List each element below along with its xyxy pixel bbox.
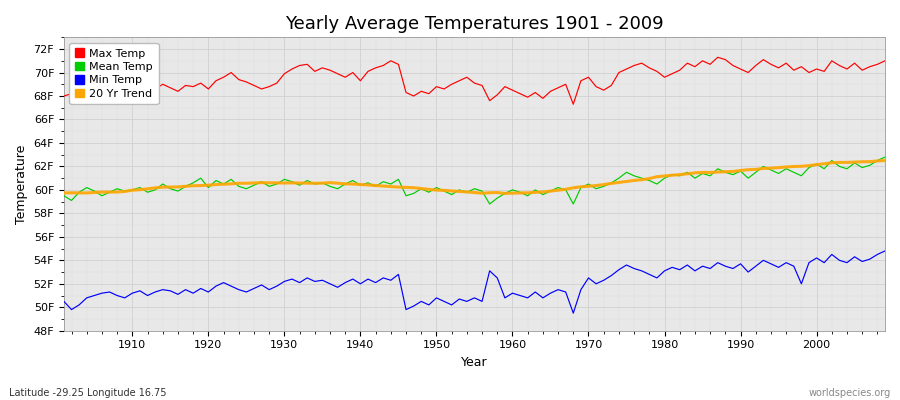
Y-axis label: Temperature: Temperature: [15, 144, 28, 224]
Title: Yearly Average Temperatures 1901 - 2009: Yearly Average Temperatures 1901 - 2009: [285, 15, 664, 33]
Text: worldspecies.org: worldspecies.org: [809, 388, 891, 398]
Legend: Max Temp, Mean Temp, Min Temp, 20 Yr Trend: Max Temp, Mean Temp, Min Temp, 20 Yr Tre…: [69, 43, 158, 104]
Text: Latitude -29.25 Longitude 16.75: Latitude -29.25 Longitude 16.75: [9, 388, 166, 398]
X-axis label: Year: Year: [461, 356, 488, 369]
